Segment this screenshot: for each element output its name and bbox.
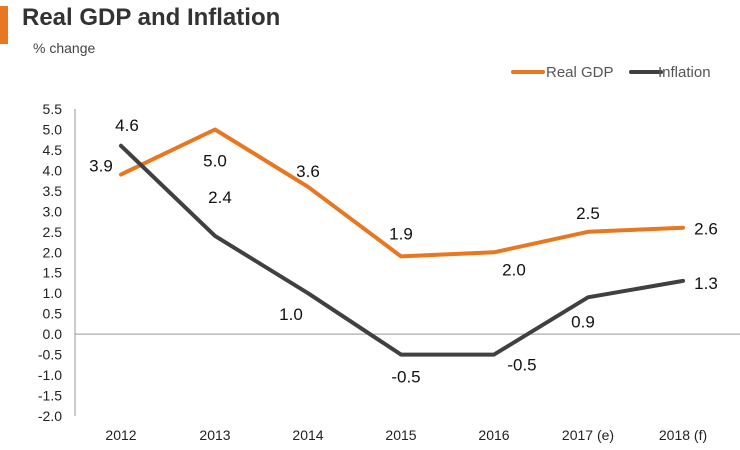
data-label-real-gdp: 3.6 <box>296 162 320 181</box>
x-tick-label: 2014 <box>292 427 323 443</box>
series-line-real-gdp <box>119 127 685 259</box>
x-tick-label: 2015 <box>385 427 416 443</box>
y-tick-label: 4.0 <box>43 162 63 178</box>
y-tick-label: 1.0 <box>43 285 63 301</box>
data-label-inflation: 1.0 <box>279 305 303 324</box>
chart-title: Real GDP and Inflation <box>22 4 281 31</box>
data-label-inflation: 2.4 <box>208 188 232 207</box>
data-label-real-gdp: 2.0 <box>502 260 526 279</box>
y-tick-label: 0.5 <box>43 306 63 322</box>
y-tick-label: 3.0 <box>43 203 63 219</box>
y-tick-label: 5.0 <box>43 121 63 137</box>
data-label-inflation: 4.6 <box>115 116 139 135</box>
y-tick-label: 2.5 <box>43 224 63 240</box>
y-tick-label: -0.5 <box>38 347 62 363</box>
data-label-inflation: -0.5 <box>507 356 536 375</box>
data-label-real-gdp: 2.6 <box>694 220 718 239</box>
x-tick-label: 2017 (e) <box>562 427 614 443</box>
x-tick-label: 2016 <box>478 427 509 443</box>
y-tick-label: 3.5 <box>43 183 63 199</box>
y-tick-label: -1.0 <box>38 367 62 383</box>
data-label-inflation: -0.5 <box>391 368 420 387</box>
data-label-real-gdp: 5.0 <box>203 151 227 170</box>
y-tick-label: 0.0 <box>43 326 63 342</box>
legend-label: Inflation <box>658 64 711 81</box>
x-tick-label: 2012 <box>105 427 136 443</box>
chart-subtitle: % change <box>33 40 96 56</box>
y-tick-label: 4.5 <box>43 142 63 158</box>
data-label-inflation: 0.9 <box>571 312 595 331</box>
data-label-inflation: 1.3 <box>694 274 718 293</box>
title-accent-bar <box>0 6 8 44</box>
y-tick-label: 5.5 <box>43 101 63 117</box>
data-label-real-gdp: 2.5 <box>576 204 600 223</box>
data-label-real-gdp: 3.9 <box>89 156 113 175</box>
x-tick-label: 2013 <box>199 427 230 443</box>
legend-label: Real GDP <box>546 64 614 81</box>
y-tick-label: -1.5 <box>38 388 62 404</box>
y-tick-label: -2.0 <box>38 408 62 424</box>
y-tick-label: 1.5 <box>43 265 63 281</box>
y-tick-label: 2.0 <box>43 244 63 260</box>
x-tick-label: 2018 (f) <box>659 427 707 443</box>
series-line-inflation <box>119 143 685 357</box>
data-label-real-gdp: 1.9 <box>389 224 413 243</box>
